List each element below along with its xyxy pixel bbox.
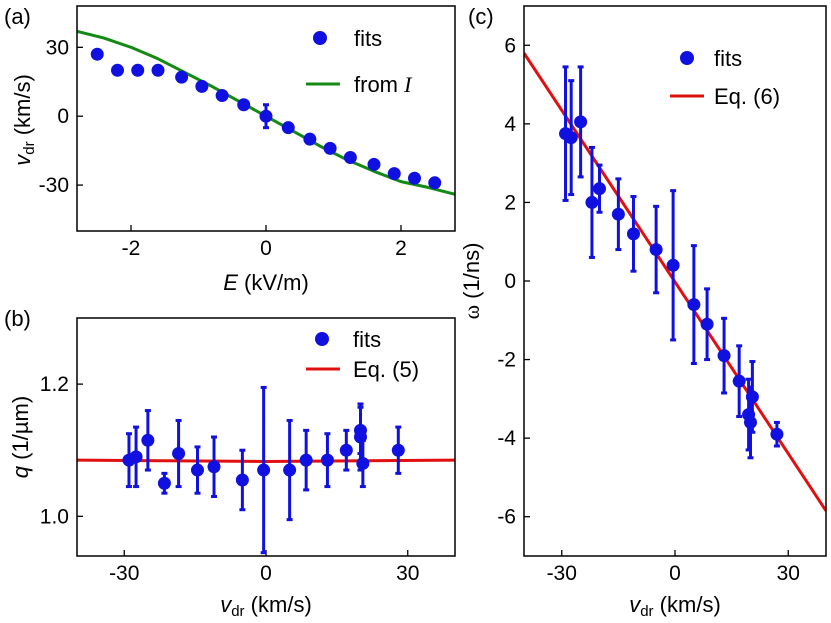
panel-b: (b) -30 0 30 1.0 1.2 vdr (km/s) q (1/µm) fit…: [4, 306, 456, 620]
panel-b-xtick-label: 0: [260, 562, 272, 585]
panel-a-data-point: [428, 176, 442, 190]
panel-c-data-point: [770, 427, 784, 441]
panel-b-data-point: [391, 443, 405, 457]
panel-b-data-point: [257, 463, 271, 477]
panel-a-data-point: [343, 151, 357, 165]
panel-b-data-point: [283, 463, 297, 477]
panel-a-legend: fits from I: [306, 26, 413, 97]
panel-b-data-point: [356, 456, 370, 470]
panel-a-data-point: [195, 79, 209, 93]
panel-b-data-point: [157, 476, 171, 490]
panel-a-data-point: [131, 63, 145, 77]
panel-c-legend: fits Eq. (6): [670, 46, 780, 109]
panel-a-data-point: [367, 157, 381, 171]
panel-c-data-point: [626, 227, 640, 241]
panel-b-xtick-label: 30: [396, 562, 419, 585]
panel-c-data-point: [732, 374, 746, 388]
panel-b-ytick-label: 1.0: [40, 505, 69, 528]
panel-b-data-point: [320, 453, 334, 467]
panel-a-ytick-label: 30: [46, 36, 69, 59]
panel-c-data-point: [717, 349, 731, 363]
panel-b-xtick-label: -30: [109, 562, 139, 585]
panel-c-data-point: [666, 258, 680, 272]
panel-c-ytick-label: 2: [504, 191, 516, 214]
panel-a-legend-line: from I: [354, 72, 413, 97]
panel-b-data-point: [235, 473, 249, 487]
panel-c-ytick-label: 0: [504, 270, 516, 293]
panel-c-data-point: [585, 195, 599, 209]
panel-a-xtick-label: 2: [395, 237, 407, 260]
panel-c-ytick-label: -6: [497, 506, 516, 529]
panel-a-xtick-label: -2: [122, 237, 141, 260]
panel-a-ytick-label: 0: [57, 105, 69, 128]
panel-b-data-point: [172, 447, 186, 461]
panel-b-data-point: [299, 453, 313, 467]
panel-a-data-point: [237, 98, 251, 112]
panel-a: (a) -2 0 2 -30 0 30 E (kV/m) vdr (km/s) fits …: [4, 4, 456, 295]
panel-c-frame: [523, 5, 827, 557]
panel-c-ylabel: ω (1/ns): [459, 243, 484, 320]
panel-a-data-point: [175, 70, 189, 84]
panel-c-xlabel: vdr (km/s): [629, 592, 721, 620]
panel-c-data-point: [687, 298, 701, 312]
panel-c: (c) -30 0 30 -6 -4 -2 0 2 4 6 vdr (km/s) ω (1/ns)…: [459, 4, 827, 620]
panel-b-ytick-label: 1.2: [40, 373, 69, 396]
panel-c-legend-fits: fits: [714, 46, 742, 71]
panel-c-xtick-label: 0: [669, 562, 681, 585]
panel-a-data-point: [303, 132, 317, 146]
panel-a-ytick-label: -30: [39, 174, 69, 197]
panel-c-data-point: [564, 131, 578, 145]
panel-a-legend-fits-marker: [313, 31, 327, 45]
panel-c-ytick-label: 6: [504, 34, 516, 57]
panel-b-legend-line: Eq. (5): [353, 357, 419, 382]
panel-c-data-point: [700, 317, 714, 331]
panel-b-legend-fits-marker: [315, 332, 329, 346]
panel-b-data-point: [354, 423, 367, 437]
panel-a-legend-fits: fits: [354, 26, 382, 51]
panel-a-ylabel: vdr (km/s): [10, 74, 38, 166]
panel-b-ylabel: q (1/µm): [8, 396, 33, 478]
panel-c-ytick-label: -4: [497, 427, 516, 450]
panel-b-label: (b): [4, 306, 31, 331]
panel-b-legend-fits: fits: [353, 327, 381, 352]
panel-a-data-point: [387, 167, 401, 181]
panel-b-data-point: [190, 463, 204, 477]
panel-c-data-point: [744, 415, 757, 429]
panel-c-ytick-label: -2: [497, 349, 516, 372]
panel-a-label: (a): [4, 4, 31, 29]
panel-a-data-point: [323, 141, 337, 155]
panel-a-data-point: [151, 63, 165, 77]
panel-c-model-line: [524, 52, 826, 512]
panel-c-xtick-label: -30: [547, 562, 577, 585]
panel-b-xlabel: vdr (km/s): [220, 592, 312, 620]
panel-a-xtick-label: 0: [260, 237, 272, 260]
panel-a-data-point: [259, 109, 273, 123]
panel-b-data-point: [141, 433, 155, 447]
panel-c-legend-line: Eq. (6): [714, 84, 780, 109]
panel-b-data-point: [129, 450, 143, 464]
panel-a-data-point: [90, 47, 104, 61]
panel-a-data-point: [215, 89, 229, 103]
panel-c-data-point: [611, 207, 625, 221]
panel-b-data-point: [339, 443, 353, 457]
panel-c-label: (c): [468, 4, 494, 29]
panel-b-frame: [76, 317, 456, 557]
panel-c-data-point: [745, 390, 759, 404]
panel-a-frame: [76, 5, 456, 232]
panel-a-data-point: [281, 121, 295, 135]
panel-b-legend: fits Eq. (5): [306, 327, 419, 382]
panel-b-data-point: [207, 460, 221, 474]
panel-c-xtick-label: 30: [777, 562, 800, 585]
panel-a-data-point: [111, 63, 124, 77]
panel-a-xlabel: E (kV/m): [223, 270, 309, 295]
panel-c-legend-fits-marker: [680, 51, 694, 65]
panel-c-data-point: [574, 115, 588, 129]
panel-c-data-point: [593, 182, 606, 196]
panel-a-data-point: [408, 171, 421, 185]
panel-c-data-point: [649, 243, 663, 257]
panel-c-ytick-label: 4: [504, 113, 516, 136]
